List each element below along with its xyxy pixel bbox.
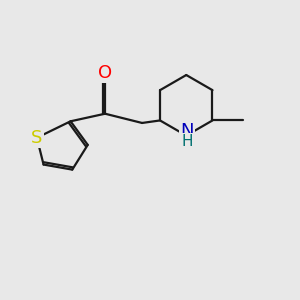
Text: O: O — [98, 64, 112, 82]
Text: S: S — [31, 129, 43, 147]
Text: N: N — [180, 122, 194, 140]
Text: H: H — [182, 134, 193, 149]
